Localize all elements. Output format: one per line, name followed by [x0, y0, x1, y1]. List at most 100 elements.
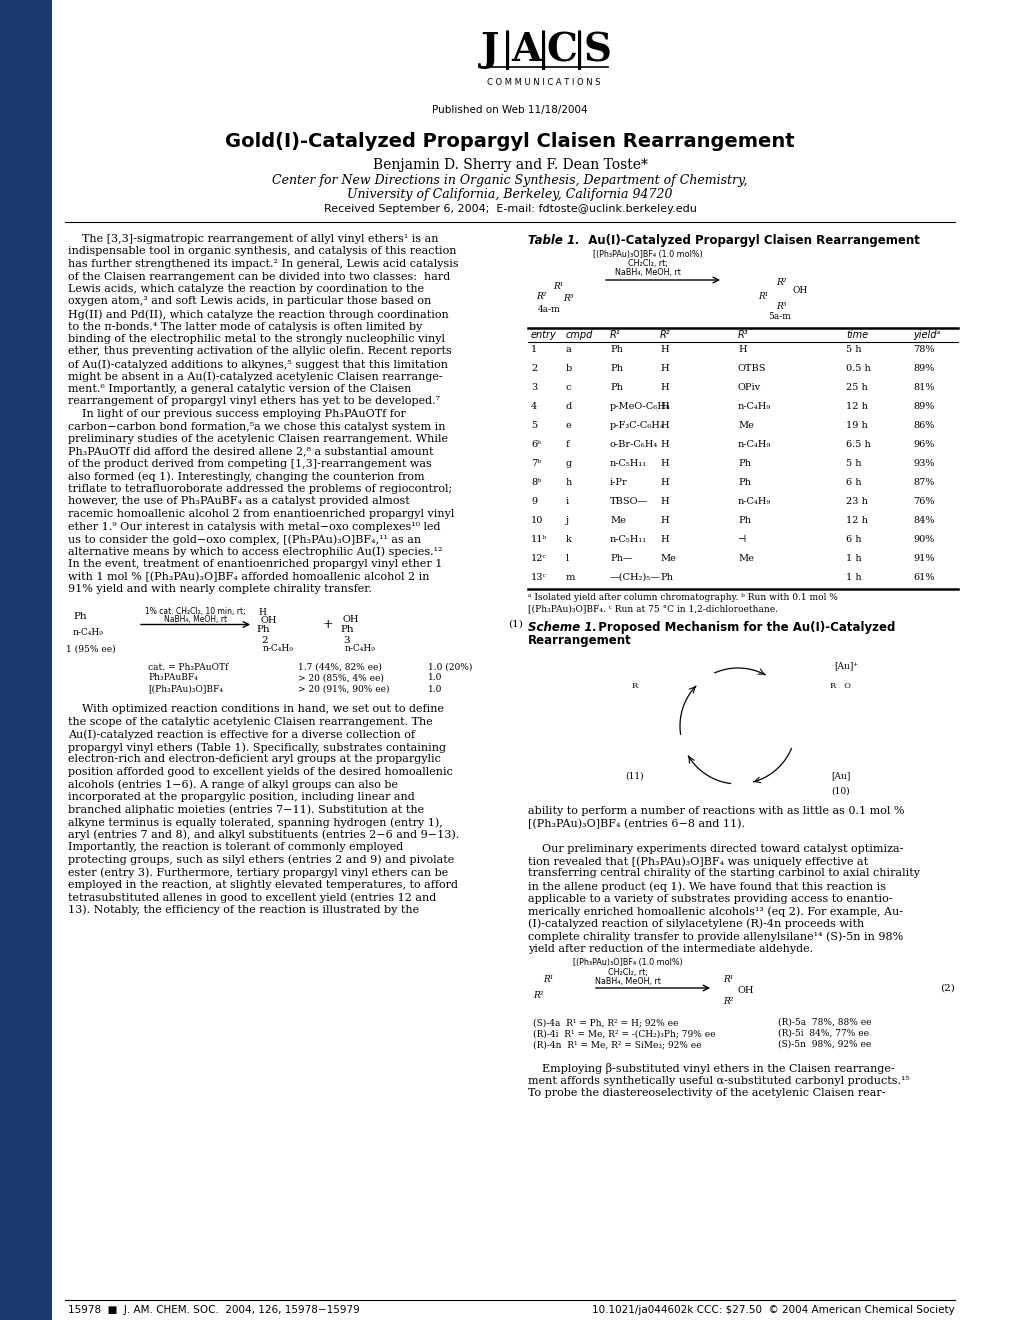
Text: ment affords synthetically useful α-substituted carbonyl products.¹⁵: ment affords synthetically useful α-subs… — [528, 1076, 909, 1085]
Text: p-F₃C-C₆H₄: p-F₃C-C₆H₄ — [609, 421, 664, 430]
Text: TBSO—: TBSO— — [609, 498, 648, 506]
Text: (R)-4i  R¹ = Me, R² = -(CH₂)₃Ph; 79% ee: (R)-4i R¹ = Me, R² = -(CH₂)₃Ph; 79% ee — [533, 1030, 714, 1038]
Text: cat. = Ph₃PAuOTf: cat. = Ph₃PAuOTf — [148, 663, 228, 672]
Text: might be absent in a Au(I)-catalyzed acetylenic Claisen rearrange-: might be absent in a Au(I)-catalyzed ace… — [68, 371, 442, 381]
Text: R³: R³ — [775, 302, 786, 312]
Text: entry: entry — [531, 330, 556, 341]
Text: > 20 (91%, 90% ee): > 20 (91%, 90% ee) — [298, 685, 389, 693]
Text: |: | — [573, 30, 586, 70]
Text: 89%: 89% — [912, 403, 933, 411]
Text: Proposed Mechanism for the Au(I)-Catalyzed: Proposed Mechanism for the Au(I)-Catalyz… — [589, 620, 895, 634]
Text: Au(I)-catalyzed reaction is effective for a diverse collection of: Au(I)-catalyzed reaction is effective fo… — [68, 730, 415, 741]
Text: branched aliphatic moieties (entries 7−11). Substitution at the: branched aliphatic moieties (entries 7−1… — [68, 804, 424, 814]
Text: ester (entry 3). Furthermore, tertiary propargyl vinyl ethers can be: ester (entry 3). Furthermore, tertiary p… — [68, 867, 447, 878]
Text: > 20 (85%, 4% ee): > 20 (85%, 4% ee) — [298, 673, 383, 682]
Text: 10.1021/ja044602k CCC: $27.50  © 2004 American Chemical Society: 10.1021/ja044602k CCC: $27.50 © 2004 Ame… — [592, 1305, 954, 1315]
Text: ᵃ Isolated yield after column chromatography. ᵇ Run with 0.1 mol %: ᵃ Isolated yield after column chromatogr… — [528, 593, 837, 602]
Text: ether 1.⁹ Our interest in catalysis with metal−oxo complexes¹⁰ led: ether 1.⁹ Our interest in catalysis with… — [68, 521, 440, 532]
Text: of the product derived from competing [1,3]-rearrangement was: of the product derived from competing [1… — [68, 459, 431, 469]
Text: 90%: 90% — [912, 535, 933, 544]
Text: H: H — [659, 421, 668, 430]
Text: In the event, treatment of enantioenriched propargyl vinyl ether 1: In the event, treatment of enantioenrich… — [68, 558, 442, 569]
Text: l: l — [566, 554, 569, 564]
Text: 1.0: 1.0 — [428, 673, 442, 682]
Text: H: H — [738, 345, 746, 354]
Text: of the Claisen rearrangement can be divided into two classes:  hard: of the Claisen rearrangement can be divi… — [68, 272, 449, 281]
Text: indispensable tool in organic synthesis, and catalysis of this reaction: indispensable tool in organic synthesis,… — [68, 247, 457, 256]
Text: 61%: 61% — [912, 573, 933, 582]
Text: oxygen atom,³ and soft Lewis acids, in particular those based on: oxygen atom,³ and soft Lewis acids, in p… — [68, 297, 431, 306]
Text: 11ᵇ: 11ᵇ — [531, 535, 547, 544]
Text: 19 h: 19 h — [845, 421, 867, 430]
Text: Me: Me — [738, 421, 753, 430]
Text: 1.0: 1.0 — [428, 685, 442, 693]
Text: 2: 2 — [531, 364, 537, 374]
Text: 4: 4 — [531, 403, 537, 411]
Text: binding of the electrophilic metal to the strongly nucleophilic vinyl: binding of the electrophilic metal to th… — [68, 334, 444, 345]
Text: a: a — [566, 345, 572, 354]
Text: 96%: 96% — [912, 440, 933, 449]
Text: Gold(I)-Catalyzed Propargyl Claisen Rearrangement: Gold(I)-Catalyzed Propargyl Claisen Rear… — [225, 132, 794, 150]
Text: (S)-5n  98%, 92% ee: (S)-5n 98%, 92% ee — [777, 1040, 870, 1049]
Text: To probe the diastereoselectivity of the acetylenic Claisen rear-: To probe the diastereoselectivity of the… — [528, 1088, 884, 1098]
Text: (S)-4a  R¹ = Ph, R² = H; 92% ee: (S)-4a R¹ = Ph, R² = H; 92% ee — [533, 1018, 678, 1027]
Text: R¹: R¹ — [757, 292, 767, 301]
Text: —(CH₂)₅—: —(CH₂)₅— — [609, 573, 660, 582]
Text: R²: R² — [775, 279, 786, 286]
Text: 6 h: 6 h — [845, 478, 861, 487]
Text: 0.5 h: 0.5 h — [845, 364, 870, 374]
Text: Received September 6, 2004;  E-mail: fdtoste@uclink.berkeley.edu: Received September 6, 2004; E-mail: fdto… — [323, 205, 696, 214]
Text: (10): (10) — [830, 787, 850, 796]
Text: The [3,3]-sigmatropic rearrangement of allyl vinyl ethers¹ is an: The [3,3]-sigmatropic rearrangement of a… — [68, 234, 438, 244]
Text: n-C₅H₁₁: n-C₅H₁₁ — [609, 459, 646, 469]
Text: Ph: Ph — [659, 573, 673, 582]
Text: 87%: 87% — [912, 478, 933, 487]
Text: yield after reduction of the intermediate aldehyde.: yield after reduction of the intermediat… — [528, 944, 812, 953]
Text: Scheme 1.: Scheme 1. — [528, 620, 596, 634]
Text: (2): (2) — [940, 983, 954, 993]
Text: H: H — [258, 609, 266, 616]
Text: R¹: R¹ — [542, 975, 553, 983]
Text: H: H — [659, 364, 668, 374]
Text: Our preliminary experiments directed toward catalyst optimiza-: Our preliminary experiments directed tow… — [528, 843, 903, 854]
Text: of Au(I)-catalyzed additions to alkynes,⁵ suggest that this limitation: of Au(I)-catalyzed additions to alkynes,… — [68, 359, 447, 370]
Text: has further strengthened its impact.² In general, Lewis acid catalysis: has further strengthened its impact.² In… — [68, 259, 459, 269]
Text: H: H — [659, 345, 668, 354]
Text: 2: 2 — [261, 636, 267, 645]
Text: n-C₄H₉: n-C₄H₉ — [738, 440, 770, 449]
Text: g: g — [566, 459, 572, 469]
Text: OPiv: OPiv — [738, 383, 760, 392]
Text: In light of our previous success employing Ph₃PAuOTf for: In light of our previous success employi… — [68, 409, 406, 418]
Text: c: c — [566, 383, 571, 392]
Text: C: C — [546, 30, 577, 69]
Text: [Au]: [Au] — [830, 771, 850, 780]
Text: 13). Notably, the efficiency of the reaction is illustrated by the: 13). Notably, the efficiency of the reac… — [68, 904, 419, 915]
Text: 5: 5 — [531, 421, 537, 430]
Text: Ph: Ph — [609, 345, 623, 354]
Text: n-C₄H₉: n-C₄H₉ — [263, 644, 293, 653]
Text: H: H — [659, 383, 668, 392]
Text: R: R — [631, 682, 638, 690]
Text: With optimized reaction conditions in hand, we set out to define: With optimized reaction conditions in ha… — [68, 705, 443, 714]
Text: o-Br-C₆H₄: o-Br-C₆H₄ — [609, 440, 657, 449]
Text: employed in the reaction, at slightly elevated temperatures, to afford: employed in the reaction, at slightly el… — [68, 879, 458, 890]
Text: the scope of the catalytic acetylenic Claisen rearrangement. The: the scope of the catalytic acetylenic Cl… — [68, 717, 432, 727]
Text: alkyne terminus is equally tolerated, spanning hydrogen (entry 1),: alkyne terminus is equally tolerated, sp… — [68, 817, 442, 828]
Text: tetrasubstituted allenes in good to excellent yield (entries 12 and: tetrasubstituted allenes in good to exce… — [68, 892, 436, 903]
Text: (R)-4n  R¹ = Me, R² = SiMe₃; 92% ee: (R)-4n R¹ = Me, R² = SiMe₃; 92% ee — [533, 1040, 701, 1049]
Text: 1: 1 — [531, 345, 537, 354]
Text: alternative means by which to access electrophilic Au(I) species.¹²: alternative means by which to access ele… — [68, 546, 442, 557]
Text: H: H — [659, 403, 668, 411]
Text: OH: OH — [261, 616, 277, 624]
Text: 1 h: 1 h — [845, 554, 861, 564]
Text: Au(I)-Catalyzed Propargyl Claisen Rearrangement: Au(I)-Catalyzed Propargyl Claisen Rearra… — [580, 234, 919, 247]
Text: ether, thus preventing activation of the allylic olefin. Recent reports: ether, thus preventing activation of the… — [68, 346, 451, 356]
Text: 5a-m: 5a-m — [767, 312, 790, 321]
Text: rearrangement of propargyl vinyl ethers has yet to be developed.⁷: rearrangement of propargyl vinyl ethers … — [68, 396, 439, 407]
Text: J: J — [480, 30, 498, 69]
Text: (I)-catalyzed reaction of silylacetylene (R)-4n proceeds with: (I)-catalyzed reaction of silylacetylene… — [528, 919, 863, 929]
Text: 7ᵇ: 7ᵇ — [531, 459, 541, 469]
Text: protecting groups, such as silyl ethers (entries 2 and 9) and pivolate: protecting groups, such as silyl ethers … — [68, 854, 453, 865]
Text: to the π-bonds.⁴ The latter mode of catalysis is often limited by: to the π-bonds.⁴ The latter mode of cata… — [68, 322, 422, 331]
Text: C O M M U N I C A T I O N S: C O M M U N I C A T I O N S — [487, 78, 600, 87]
